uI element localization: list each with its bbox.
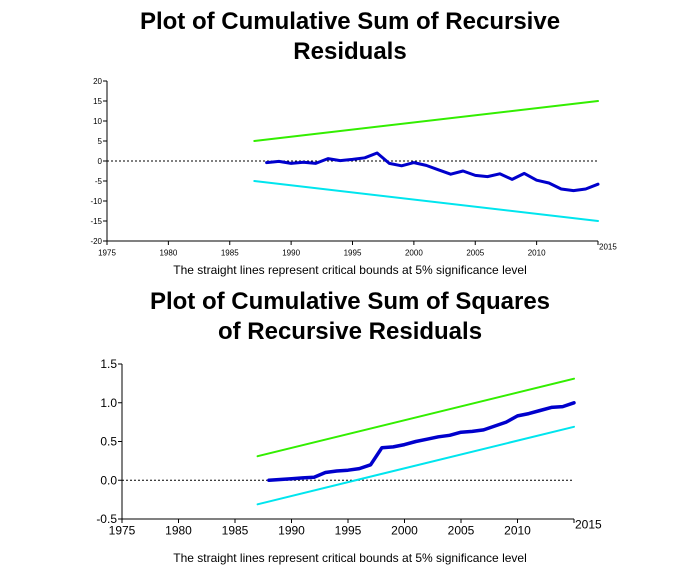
y-tick-label: 5 [98,137,103,146]
x-tick-label: 1990 [282,248,300,257]
x-tick-label: 1990 [278,524,305,538]
x-tick-label: 1995 [344,248,362,257]
y-tick-label: -0.5 [96,512,117,526]
chart2-title-line1: Plot of Cumulative Sum of Squares [149,288,551,315]
y-tick-label: 15 [93,97,102,106]
y-tick-label: 0.0 [100,473,117,487]
y-tick-label: -15 [90,217,102,226]
y-tick-label: 0.5 [100,435,117,449]
y-tick-label: 0 [98,157,103,166]
x-tick-label: 1995 [335,524,362,538]
x-tick-label: 2005 [448,524,475,538]
x-tick-label: 2005 [466,248,484,257]
x-tick-label: 1980 [159,248,177,257]
x-tick-label: 1975 [109,524,136,538]
x-tick-label: 2000 [391,524,418,538]
x-tick-label: 1980 [165,524,192,538]
x-tick-label: 1985 [221,248,239,257]
x-tick-label: 2000 [405,248,423,257]
y-tick-label: 1.0 [100,396,117,410]
recursive-residuals-line [265,151,600,193]
x-tick-label: 1985 [222,524,249,538]
upper-critical-bound-line [256,377,575,458]
x-tick-label: 1975 [98,248,116,257]
lower-critical-bound-line [256,425,575,506]
chart2-note: The straight lines represent critical bo… [173,551,527,565]
lower-critical-bound-line [253,180,599,222]
y-tick-label: 1.5 [100,357,117,371]
recursive-residuals-line [267,401,576,483]
cusum-chart: -20 -15 -10 -5 0 5 10 15 20 1975 1980 1985 1990 1995 2… [90,77,617,258]
y-tick-label: -10 [90,197,102,206]
chart1-note: The straight lines represent critical bo… [173,263,527,277]
x-tick-label: 2015 [599,242,617,251]
chart1-title-line1: Plot of Cumulative Sum of Recursive [139,8,561,35]
y-tick-label: 20 [93,77,102,86]
upper-critical-bound-line [253,100,599,142]
y-tick-label: -5 [95,177,103,186]
y-tick-label: -20 [90,237,102,246]
y-tick-label: 10 [93,117,102,126]
x-tick-label: 2010 [504,524,531,538]
chart1-title-line2: Residuals [293,38,407,65]
x-tick-label: 2010 [528,248,546,257]
x-tick-label: 2015 [575,518,602,532]
cusum-squares-chart: -0.5 0.0 0.5 1.0 1.5 1975 1980 1985 1990 1995 2000… [96,357,602,538]
chart2-title-line2: of Recursive Residuals [217,318,483,345]
